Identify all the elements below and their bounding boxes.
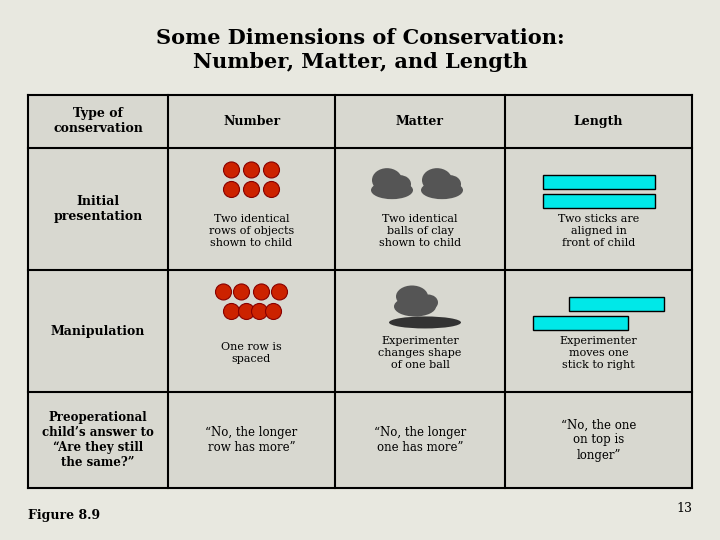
Circle shape xyxy=(253,284,269,300)
Ellipse shape xyxy=(389,175,411,193)
Ellipse shape xyxy=(371,181,413,199)
Ellipse shape xyxy=(396,286,428,307)
Text: Length: Length xyxy=(574,115,624,128)
Bar xyxy=(335,392,505,488)
Ellipse shape xyxy=(372,168,402,192)
Bar xyxy=(168,95,335,148)
Text: Number: Number xyxy=(223,115,280,128)
Text: “No, the longer
one has more”: “No, the longer one has more” xyxy=(374,426,466,454)
Text: Two sticks are
aligned in
front of child: Two sticks are aligned in front of child xyxy=(558,214,639,247)
Bar xyxy=(28,95,168,148)
Circle shape xyxy=(233,284,250,300)
Bar xyxy=(28,148,168,270)
Bar xyxy=(569,297,664,311)
Text: Figure 8.9: Figure 8.9 xyxy=(28,510,100,523)
Ellipse shape xyxy=(421,181,463,199)
Circle shape xyxy=(223,181,240,198)
Circle shape xyxy=(243,181,259,198)
Ellipse shape xyxy=(422,168,452,192)
Text: Experimenter
moves one
stick to right: Experimenter moves one stick to right xyxy=(559,336,637,369)
Ellipse shape xyxy=(389,316,461,328)
Circle shape xyxy=(264,181,279,198)
Text: Preoperational
child’s answer to
“Are they still
the same?”: Preoperational child’s answer to “Are th… xyxy=(42,411,154,469)
Circle shape xyxy=(223,303,240,320)
Circle shape xyxy=(271,284,287,300)
Text: Matter: Matter xyxy=(396,115,444,128)
Bar xyxy=(335,270,505,392)
Bar xyxy=(168,392,335,488)
Circle shape xyxy=(238,303,254,320)
Bar xyxy=(542,175,654,189)
Bar xyxy=(28,270,168,392)
Text: “No, the longer
row has more”: “No, the longer row has more” xyxy=(205,426,297,454)
Text: “No, the one
on top is
longer”: “No, the one on top is longer” xyxy=(561,418,636,462)
Bar xyxy=(335,148,505,270)
Circle shape xyxy=(266,303,282,320)
Bar xyxy=(505,148,692,270)
Text: One row is
spaced: One row is spaced xyxy=(221,342,282,364)
Ellipse shape xyxy=(439,175,461,193)
Circle shape xyxy=(264,162,279,178)
Text: Two identical
balls of clay
shown to child: Two identical balls of clay shown to chi… xyxy=(379,214,461,247)
Bar xyxy=(542,194,654,208)
Bar xyxy=(335,95,505,148)
Ellipse shape xyxy=(394,296,436,316)
Bar xyxy=(533,316,628,330)
Ellipse shape xyxy=(418,294,438,310)
Text: Two identical
rows of objects
shown to child: Two identical rows of objects shown to c… xyxy=(209,214,294,247)
Bar xyxy=(168,148,335,270)
Text: Manipulation: Manipulation xyxy=(51,325,145,338)
Text: Number, Matter, and Length: Number, Matter, and Length xyxy=(193,52,527,72)
Text: 13: 13 xyxy=(676,502,692,515)
Bar xyxy=(28,392,168,488)
Circle shape xyxy=(215,284,232,300)
Bar xyxy=(168,270,335,392)
Bar xyxy=(505,270,692,392)
Text: Initial
presentation: Initial presentation xyxy=(53,195,143,223)
Text: Type of
conservation: Type of conservation xyxy=(53,107,143,136)
Text: Experimenter
changes shape
of one ball: Experimenter changes shape of one ball xyxy=(378,336,462,369)
Bar xyxy=(505,95,692,148)
Text: Some Dimensions of Conservation:: Some Dimensions of Conservation: xyxy=(156,28,564,48)
Bar xyxy=(505,392,692,488)
Circle shape xyxy=(223,162,240,178)
Circle shape xyxy=(251,303,268,320)
Circle shape xyxy=(243,162,259,178)
